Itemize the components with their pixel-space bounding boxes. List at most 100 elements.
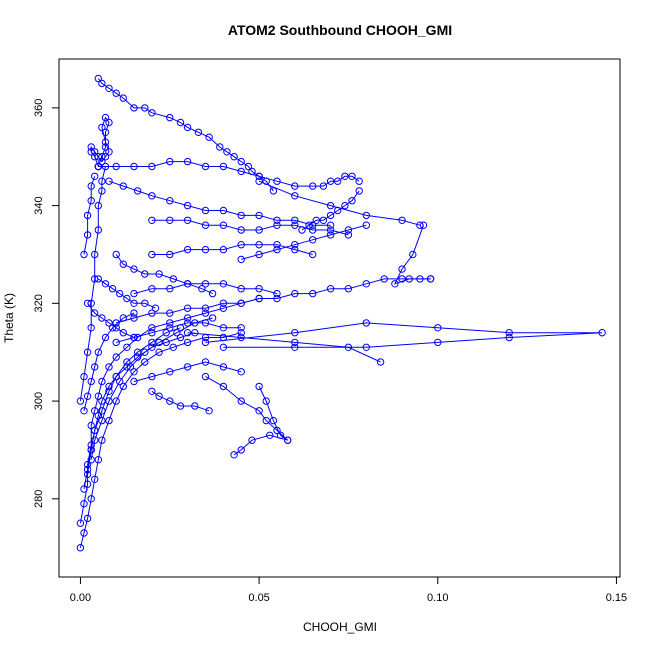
data-point — [94, 226, 103, 234]
data-point — [162, 338, 170, 347]
data-series — [80, 309, 138, 415]
data-point — [166, 250, 174, 259]
series-line — [98, 278, 156, 309]
data-point — [83, 211, 92, 220]
data-point — [176, 118, 185, 127]
data-point — [148, 285, 156, 293]
data-point — [419, 221, 428, 229]
data-point — [98, 123, 106, 132]
data-point — [98, 416, 106, 425]
data-point — [105, 387, 113, 395]
data-point — [130, 314, 138, 322]
x-tick-label: 0.15 — [606, 592, 627, 604]
data-point — [91, 275, 99, 283]
data-point — [198, 285, 206, 293]
data-point — [101, 143, 110, 151]
data-point — [119, 182, 128, 190]
series-line — [116, 278, 431, 324]
data-point — [141, 270, 149, 278]
data-point — [166, 319, 174, 327]
data-point — [201, 245, 210, 254]
data-point — [148, 250, 156, 259]
data-series — [94, 74, 278, 195]
data-point — [183, 157, 192, 166]
data-point — [119, 260, 128, 268]
series-line — [187, 332, 381, 363]
data-point — [112, 162, 120, 171]
data-point — [201, 358, 210, 366]
data-point — [94, 162, 103, 171]
data-point — [112, 338, 120, 347]
data-point — [94, 74, 103, 83]
data-point — [416, 221, 424, 229]
data-point — [91, 436, 99, 444]
data-point — [255, 241, 263, 249]
data-point — [98, 436, 106, 444]
data-point — [208, 289, 217, 298]
data-point — [130, 368, 138, 376]
data-point — [94, 348, 103, 356]
data-point — [133, 348, 142, 356]
data-point — [398, 216, 406, 225]
data-series — [237, 221, 370, 264]
data-point — [166, 397, 174, 405]
data-series — [80, 172, 99, 259]
data-point — [291, 329, 299, 337]
data-point — [266, 431, 274, 439]
data-point — [91, 309, 99, 317]
data-point — [101, 128, 110, 137]
data-point — [183, 338, 192, 347]
data-point — [183, 216, 192, 225]
data-point — [112, 319, 120, 327]
series-line — [98, 161, 360, 187]
data-point — [183, 314, 192, 322]
data-point — [166, 285, 174, 293]
data-point — [219, 221, 228, 229]
data-point — [166, 113, 174, 122]
data-point — [98, 377, 106, 386]
data-point — [112, 250, 120, 259]
data-point — [319, 182, 328, 190]
data-point — [405, 275, 413, 283]
data-point — [166, 368, 174, 376]
data-point — [201, 319, 210, 327]
data-point — [273, 289, 281, 298]
data-point — [105, 118, 113, 127]
data-point — [505, 329, 513, 337]
data-point — [312, 216, 320, 225]
data-point — [87, 197, 95, 205]
data-point — [291, 289, 299, 298]
series-line — [151, 390, 210, 412]
data-point — [83, 392, 92, 400]
data-point — [148, 109, 156, 117]
data-point — [291, 216, 299, 225]
data-point — [380, 275, 388, 283]
data-point — [248, 436, 256, 444]
data-point — [123, 294, 131, 303]
data-point — [309, 182, 317, 190]
series-line — [133, 283, 278, 295]
data-series — [130, 358, 245, 386]
data-point — [166, 197, 174, 205]
data-point — [284, 436, 292, 444]
data-point — [80, 485, 88, 493]
data-point — [101, 333, 110, 342]
data-point — [112, 372, 120, 381]
data-point — [219, 299, 228, 307]
data-point — [309, 250, 317, 259]
data-point — [183, 201, 192, 210]
data-point — [362, 211, 370, 220]
data-point — [326, 201, 335, 210]
data-point — [291, 338, 299, 347]
data-series — [83, 299, 138, 342]
data-point — [151, 304, 160, 312]
data-point — [326, 211, 335, 220]
data-point — [191, 402, 199, 410]
data-point — [273, 241, 281, 249]
data-point — [87, 324, 95, 332]
series-line — [393, 225, 431, 285]
data-point — [141, 348, 149, 356]
data-point — [148, 216, 156, 225]
data-point — [87, 456, 95, 464]
data-point — [94, 456, 103, 464]
